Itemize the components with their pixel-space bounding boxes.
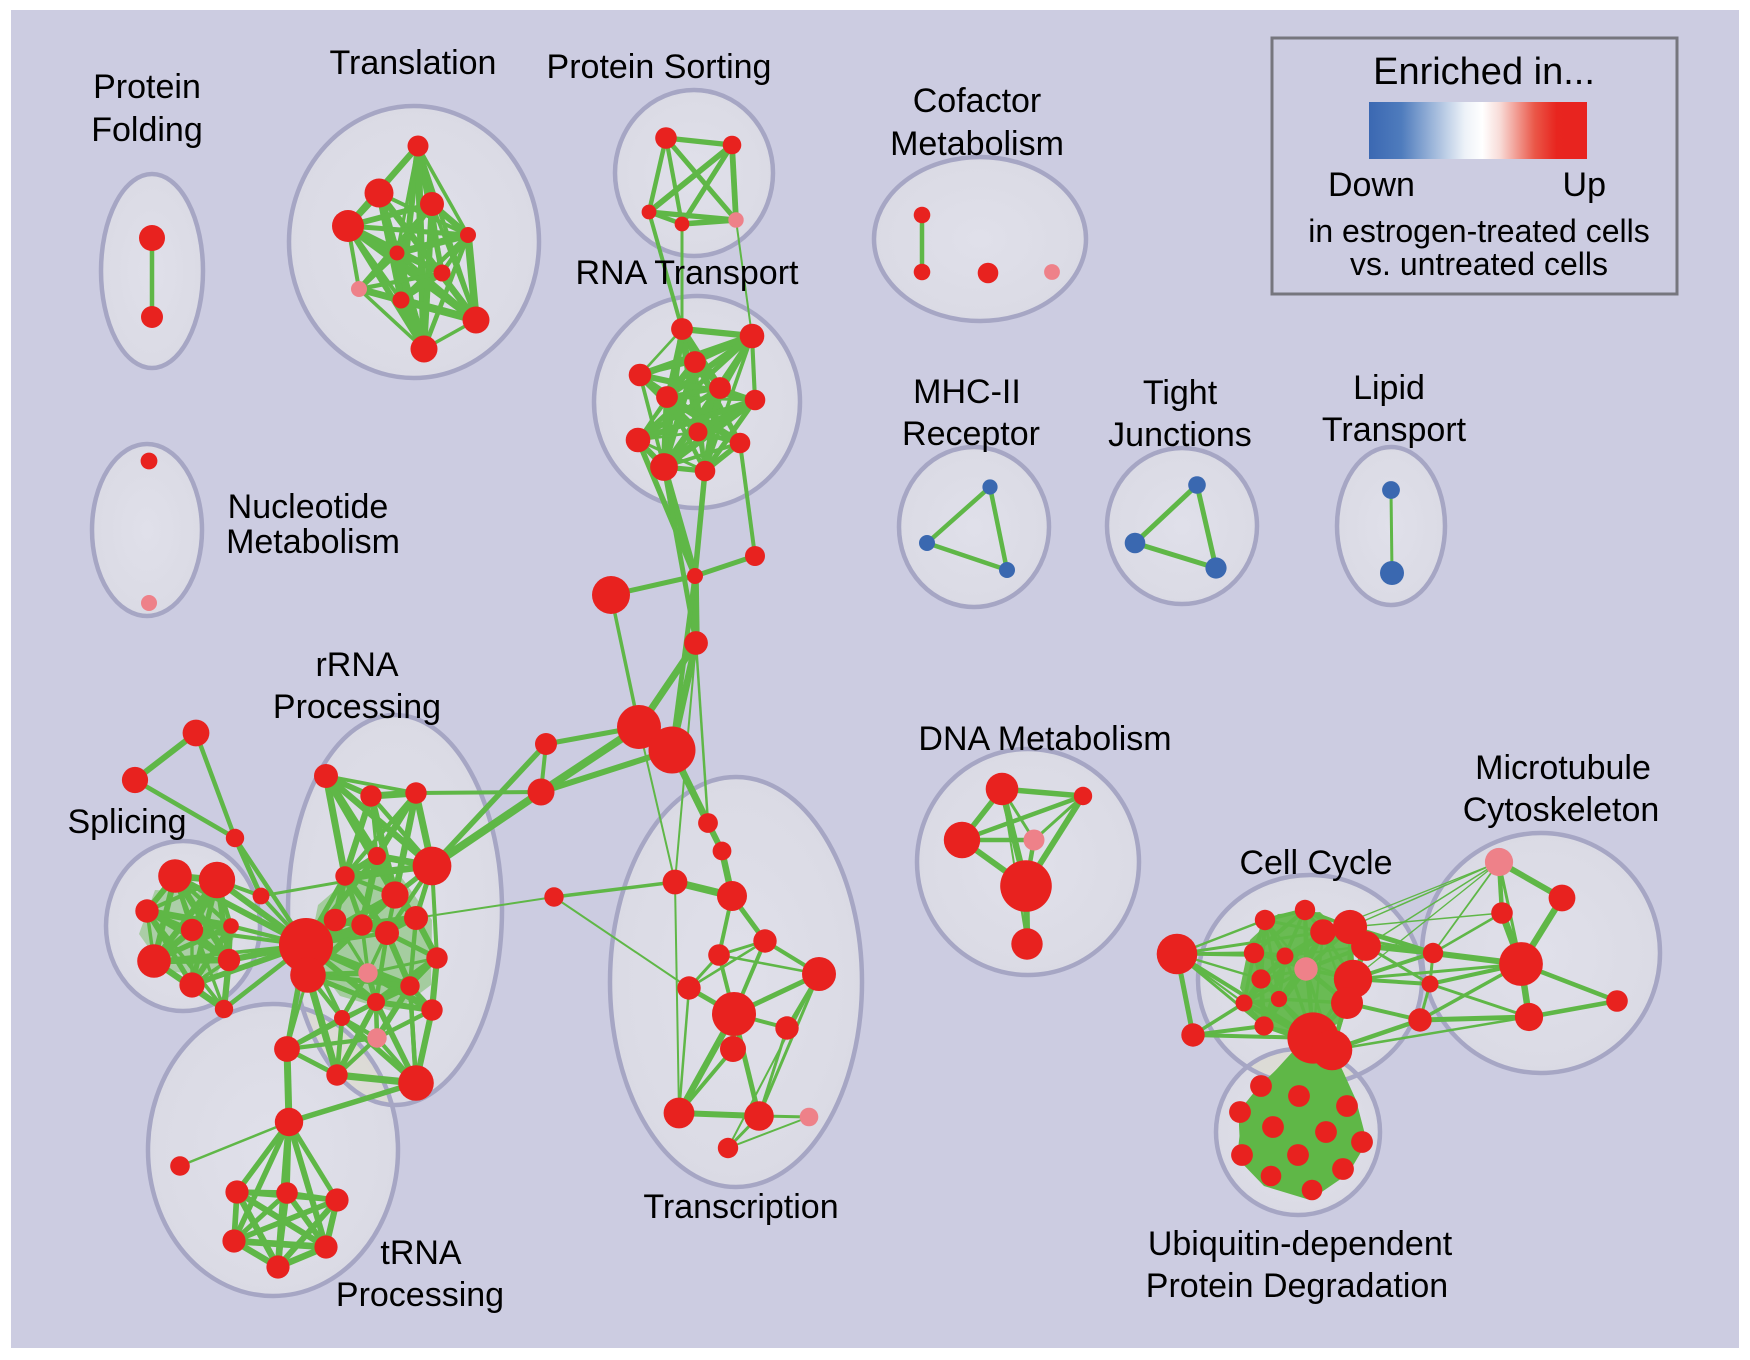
svg-text:Transcription: Transcription: [643, 1188, 838, 1226]
svg-text:Protein: Protein: [93, 68, 201, 106]
svg-text:Protein Sorting: Protein Sorting: [547, 48, 772, 86]
svg-text:Nucleotide: Nucleotide: [228, 488, 389, 526]
svg-text:Cytoskeleton: Cytoskeleton: [1463, 791, 1660, 829]
svg-text:MHC-II: MHC-II: [913, 373, 1021, 411]
svg-text:Metabolism: Metabolism: [890, 125, 1064, 163]
svg-text:vs. untreated cells: vs. untreated cells: [1350, 246, 1608, 282]
svg-text:in estrogen-treated cells: in estrogen-treated cells: [1308, 213, 1650, 249]
svg-text:Junctions: Junctions: [1108, 416, 1252, 454]
svg-text:Folding: Folding: [91, 111, 203, 149]
svg-text:tRNA: tRNA: [380, 1234, 462, 1272]
svg-text:Ubiquitin-dependent: Ubiquitin-dependent: [1148, 1225, 1453, 1263]
svg-text:Protein Degradation: Protein Degradation: [1146, 1267, 1448, 1305]
svg-text:Processing: Processing: [336, 1276, 504, 1314]
svg-text:Metabolism: Metabolism: [226, 523, 400, 561]
svg-text:Transport: Transport: [1322, 411, 1467, 449]
svg-text:Up: Up: [1563, 166, 1606, 204]
svg-text:rRNA: rRNA: [315, 646, 398, 684]
svg-text:Cell Cycle: Cell Cycle: [1239, 844, 1392, 882]
svg-text:Enriched in...: Enriched in...: [1373, 51, 1595, 93]
svg-text:Processing: Processing: [273, 688, 441, 726]
svg-text:RNA Transport: RNA Transport: [576, 254, 800, 292]
svg-text:Down: Down: [1328, 166, 1415, 204]
svg-text:Microtubule: Microtubule: [1475, 749, 1651, 787]
svg-text:Receptor: Receptor: [902, 415, 1040, 453]
svg-text:Lipid: Lipid: [1353, 369, 1425, 407]
svg-text:Tight: Tight: [1143, 374, 1218, 412]
svg-text:DNA Metabolism: DNA Metabolism: [918, 720, 1171, 758]
svg-text:Splicing: Splicing: [67, 803, 186, 841]
svg-text:Cofactor: Cofactor: [913, 82, 1042, 120]
svg-text:Translation: Translation: [330, 44, 497, 82]
